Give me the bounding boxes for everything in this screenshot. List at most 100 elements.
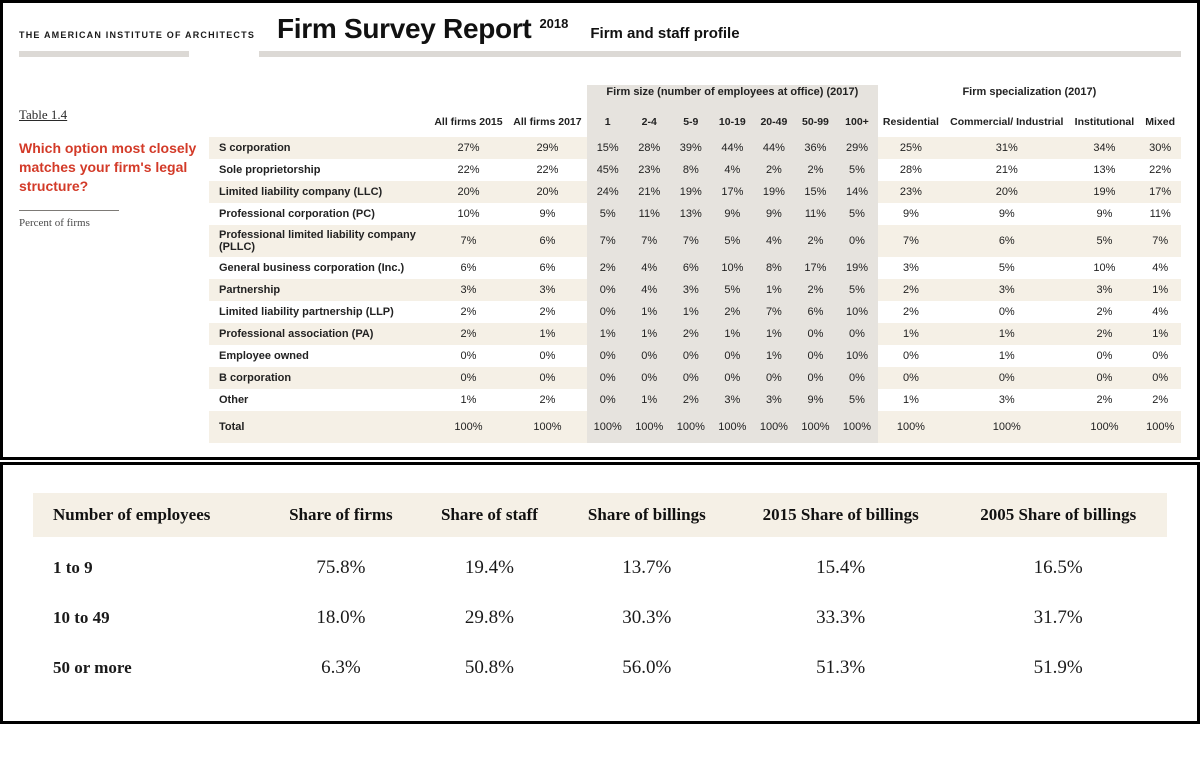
cell-spec-1: 3% bbox=[944, 279, 1069, 301]
cell-size-2: 0% bbox=[670, 345, 712, 367]
cell-size-0: 0% bbox=[587, 367, 629, 389]
cell-a15: 100% bbox=[429, 411, 508, 443]
cell-size-3: 17% bbox=[712, 181, 754, 203]
table-row: S corporation27%29%15%28%39%44%44%36%29%… bbox=[209, 137, 1181, 159]
cell-a17: 9% bbox=[508, 203, 587, 225]
cell-spec-1: 1% bbox=[944, 323, 1069, 345]
cell-spec-3: 30% bbox=[1139, 137, 1181, 159]
cell-size-4: 44% bbox=[753, 137, 795, 159]
table-row: Limited liability partnership (LLP)2%2%0… bbox=[209, 301, 1181, 323]
cell-size-2: 1% bbox=[670, 301, 712, 323]
cell-size-5: 0% bbox=[795, 323, 837, 345]
cell-spec-2: 3% bbox=[1070, 279, 1140, 301]
cell-size-4: 9% bbox=[753, 203, 795, 225]
cell-size-6: 0% bbox=[836, 323, 878, 345]
table-row: B corporation0%0%0%0%0%0%0%0%0%0%0%0%0% bbox=[209, 367, 1181, 389]
cell-spec-0: 7% bbox=[878, 225, 944, 257]
cell-size-3: 5% bbox=[712, 225, 754, 257]
cell-size-1: 7% bbox=[628, 225, 670, 257]
sidebar-divider bbox=[19, 210, 119, 211]
cell-spec-2: 0% bbox=[1070, 345, 1140, 367]
t2-cell-1-5: 31.7% bbox=[949, 599, 1167, 637]
cell-spec-1: 0% bbox=[944, 301, 1069, 323]
cell-spec-2: 10% bbox=[1070, 257, 1140, 279]
cell-spec-0: 28% bbox=[878, 159, 944, 181]
cell-size-5: 17% bbox=[795, 257, 837, 279]
cell-size-1: 1% bbox=[628, 323, 670, 345]
t2-cell-2-4: 51.3% bbox=[732, 649, 950, 687]
cell-size-4: 7% bbox=[753, 301, 795, 323]
cell-size-4: 19% bbox=[753, 181, 795, 203]
cell-spec-2: 5% bbox=[1070, 225, 1140, 257]
col-size-1: 2-4 bbox=[628, 107, 670, 137]
col-spec-0: Residential bbox=[878, 107, 944, 137]
cell-a15: 2% bbox=[429, 323, 508, 345]
cell-spec-1: 21% bbox=[944, 159, 1069, 181]
cell-spec-3: 4% bbox=[1139, 257, 1181, 279]
row-label: Professional corporation (PC) bbox=[209, 203, 429, 225]
cell-spec-1: 0% bbox=[944, 367, 1069, 389]
cell-spec-1: 5% bbox=[944, 257, 1069, 279]
cell-size-0: 7% bbox=[587, 225, 629, 257]
cell-size-0: 15% bbox=[587, 137, 629, 159]
cell-spec-3: 7% bbox=[1139, 225, 1181, 257]
table-row: Other1%2%0%1%2%3%3%9%5%1%3%2%2% bbox=[209, 389, 1181, 411]
cell-size-1: 0% bbox=[628, 367, 670, 389]
col-size-3: 10-19 bbox=[712, 107, 754, 137]
cell-a15: 3% bbox=[429, 279, 508, 301]
row-label: Professional limited liability company (… bbox=[209, 225, 429, 257]
cell-size-5: 0% bbox=[795, 345, 837, 367]
cell-size-5: 2% bbox=[795, 225, 837, 257]
col-spec-2: Institutional bbox=[1070, 107, 1140, 137]
cell-size-2: 0% bbox=[670, 367, 712, 389]
row-label: Employee owned bbox=[209, 345, 429, 367]
report-subtitle: Firm and staff profile bbox=[590, 25, 739, 42]
table-row: Employee owned0%0%0%0%0%0%1%0%10%0%1%0%0… bbox=[209, 345, 1181, 367]
cell-size-1: 4% bbox=[628, 279, 670, 301]
cell-size-0: 2% bbox=[587, 257, 629, 279]
cell-spec-2: 34% bbox=[1070, 137, 1140, 159]
cell-spec-3: 0% bbox=[1139, 367, 1181, 389]
cell-size-0: 0% bbox=[587, 389, 629, 411]
cell-a17: 2% bbox=[508, 389, 587, 411]
cell-spec-0: 0% bbox=[878, 367, 944, 389]
cell-size-0: 24% bbox=[587, 181, 629, 203]
cell-size-1: 11% bbox=[628, 203, 670, 225]
row-label: Sole proprietorship bbox=[209, 159, 429, 181]
cell-size-3: 1% bbox=[712, 323, 754, 345]
row-label: B corporation bbox=[209, 367, 429, 389]
cell-a15: 2% bbox=[429, 301, 508, 323]
cell-spec-1: 100% bbox=[944, 411, 1069, 443]
col-allfirms-2017: All firms 2017 bbox=[508, 107, 587, 137]
cell-size-2: 2% bbox=[670, 323, 712, 345]
cell-size-6: 10% bbox=[836, 301, 878, 323]
cell-spec-3: 1% bbox=[1139, 279, 1181, 301]
cell-size-0: 45% bbox=[587, 159, 629, 181]
cell-a15: 7% bbox=[429, 225, 508, 257]
t2-row: 50 or more6.3%50.8%56.0%51.3%51.9% bbox=[33, 649, 1167, 687]
cell-size-5: 2% bbox=[795, 279, 837, 301]
cell-spec-1: 1% bbox=[944, 345, 1069, 367]
t2-col-5: 2005 Share of billings bbox=[949, 493, 1167, 537]
title-block: Firm Survey Report 2018 Firm and staff p… bbox=[277, 13, 740, 45]
cell-spec-3: 0% bbox=[1139, 345, 1181, 367]
table-row: Professional corporation (PC)10%9%5%11%1… bbox=[209, 203, 1181, 225]
header-rule bbox=[19, 51, 1181, 57]
t2-cell-2-2: 50.8% bbox=[417, 649, 562, 687]
cell-size-2: 3% bbox=[670, 279, 712, 301]
t2-col-2: Share of staff bbox=[417, 493, 562, 537]
cell-spec-2: 2% bbox=[1070, 389, 1140, 411]
cell-a15: 10% bbox=[429, 203, 508, 225]
table-number: Table 1.4 bbox=[19, 107, 199, 123]
cell-a17: 2% bbox=[508, 301, 587, 323]
t2-row: 1 to 975.8%19.4%13.7%15.4%16.5% bbox=[33, 549, 1167, 587]
row-label: Limited liability partnership (LLP) bbox=[209, 301, 429, 323]
cell-size-4: 8% bbox=[753, 257, 795, 279]
legal-structure-table: Firm size (number of employees at office… bbox=[209, 85, 1181, 443]
t2-cell-1-4: 33.3% bbox=[732, 599, 950, 637]
cell-size-3: 5% bbox=[712, 279, 754, 301]
col-size-2: 5-9 bbox=[670, 107, 712, 137]
cell-spec-3: 11% bbox=[1139, 203, 1181, 225]
cell-size-5: 11% bbox=[795, 203, 837, 225]
t2-cell-2-0: 50 or more bbox=[33, 649, 265, 687]
